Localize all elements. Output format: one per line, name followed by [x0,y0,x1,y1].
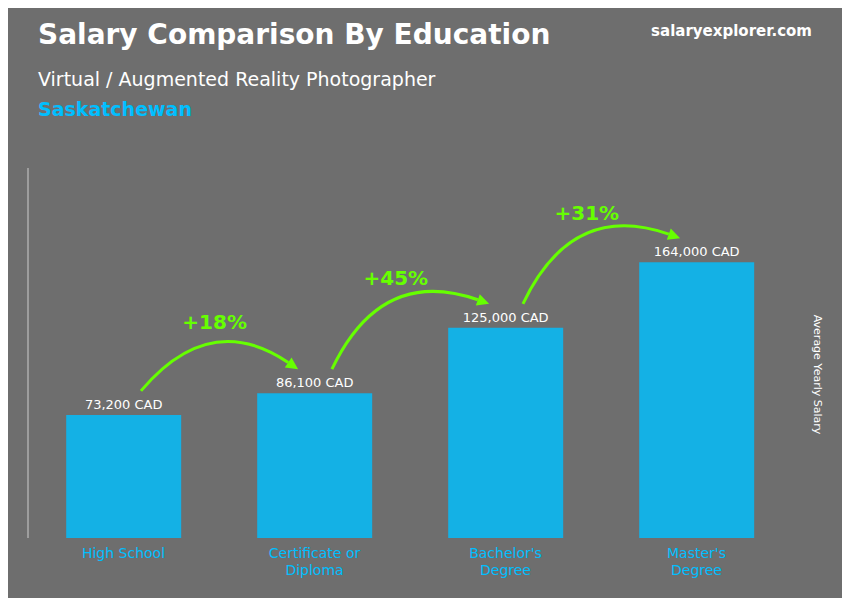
html-text:Saskatchewan: Saskatchewan [38,98,192,120]
svg-text:High School: High School [82,545,165,561]
html-text:salaryexplorer.com: salaryexplorer.com [651,22,812,40]
html-text:Virtual / Augmented Reality Ph: Virtual / Augmented Reality Photographer [38,68,436,90]
svg-text:+45%: +45% [363,266,428,290]
svg-text:Bachelor'sDegree: Bachelor'sDegree [469,545,542,578]
svg-text:164,000 CAD: 164,000 CAD [654,244,740,259]
svg-text:73,200 CAD: 73,200 CAD [85,397,163,412]
svg-text:+18%: +18% [182,310,247,334]
svg-text:+31%: +31% [554,201,619,225]
svg-text:Master'sDegree: Master'sDegree [667,545,726,578]
svg-text:86,100 CAD: 86,100 CAD [276,375,354,390]
html-text:Average Yearly Salary: Average Yearly Salary [810,314,824,435]
html-text:Salary Comparison By Education: Salary Comparison By Education [38,18,551,51]
svg-text:Certificate orDiploma: Certificate orDiploma [269,545,361,578]
svg-text:125,000 CAD: 125,000 CAD [463,310,549,325]
